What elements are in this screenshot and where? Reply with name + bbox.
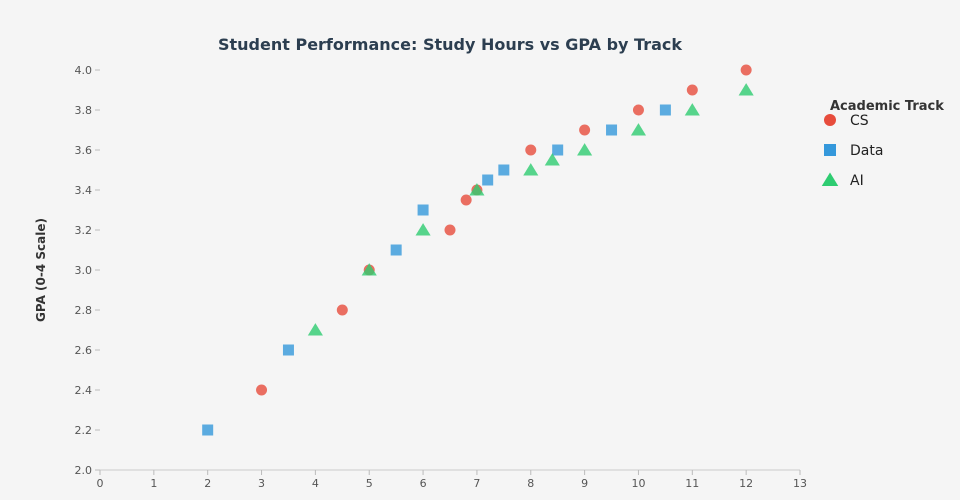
x-tick-label: 5 [366,477,373,490]
ai-legend-marker [821,172,839,186]
x-tick-label: 7 [473,477,480,490]
chart-title: Student Performance: Study Hours vs GPA … [218,35,682,54]
y-tick-label: 3.0 [75,264,93,277]
cs-legend-marker [824,114,836,126]
y-tick-label: 3.4 [75,184,93,197]
data-points [202,64,754,436]
data-legend-marker [824,144,836,156]
y-tick-label: 2.6 [75,344,93,357]
x-tick-label: 0 [97,477,104,490]
data-point [659,104,671,116]
data-point [390,244,402,256]
x-tick-label: 11 [685,477,699,490]
x-tick-label: 13 [793,477,807,490]
x-tick-label: 4 [312,477,319,490]
cs-point [460,194,472,206]
cs-point [256,384,268,396]
ai-point [415,223,431,236]
ai-point [630,123,647,136]
legend-label-data: Data [850,143,883,159]
x-tick-label: 6 [420,477,427,490]
ai-point [469,183,485,196]
y-axis-label: GPA (0-4 Scale) [34,218,48,322]
legend-title: Academic Track [830,99,944,114]
cs-point [444,224,456,236]
axes: 0 1 2 3 4 5 6 7 8 9 10 11 12 132.02.22.42.62.83.03.23… [75,64,808,490]
cs-point [686,84,698,96]
x-tick-label: 10 [631,477,645,490]
legend-label-ai: AI [850,173,864,189]
x-tick-label: 2 [204,477,211,490]
cs-point [740,64,752,76]
cs-point [336,304,348,316]
ai-point [523,163,539,176]
data-point [282,344,294,356]
data-point [606,124,618,136]
y-tick-label: 2.0 [75,464,93,477]
data-point [552,144,564,156]
y-tick-label: 3.2 [75,224,93,237]
ai-point [544,153,560,166]
cs-point [632,104,644,116]
y-tick-label: 3.6 [75,144,93,157]
ai-point [684,103,700,116]
x-tick-label: 12 [739,477,753,490]
data-point [498,164,510,176]
data-point [202,424,214,436]
ai-point [361,263,377,276]
x-tick-label: 8 [527,477,534,490]
y-tick-label: 2.8 [75,304,93,317]
y-tick-label: 3.8 [75,104,93,117]
x-tick-label: 9 [581,477,588,490]
x-tick-label: 3 [258,477,265,490]
legend-label-cs: CS [850,113,869,129]
cs-point [525,144,537,156]
cs-point [579,124,591,136]
ai-point [307,323,323,336]
y-tick-label: 4.0 [75,64,93,77]
legend: Academic Track CS Data AI [821,99,944,189]
data-point [417,204,429,216]
x-tick-label: 1 [150,477,157,490]
data-point [482,174,494,186]
ai-point [577,143,593,156]
ai-point [738,83,754,96]
y-tick-label: 2.4 [75,384,93,397]
y-tick-label: 2.2 [75,424,93,437]
